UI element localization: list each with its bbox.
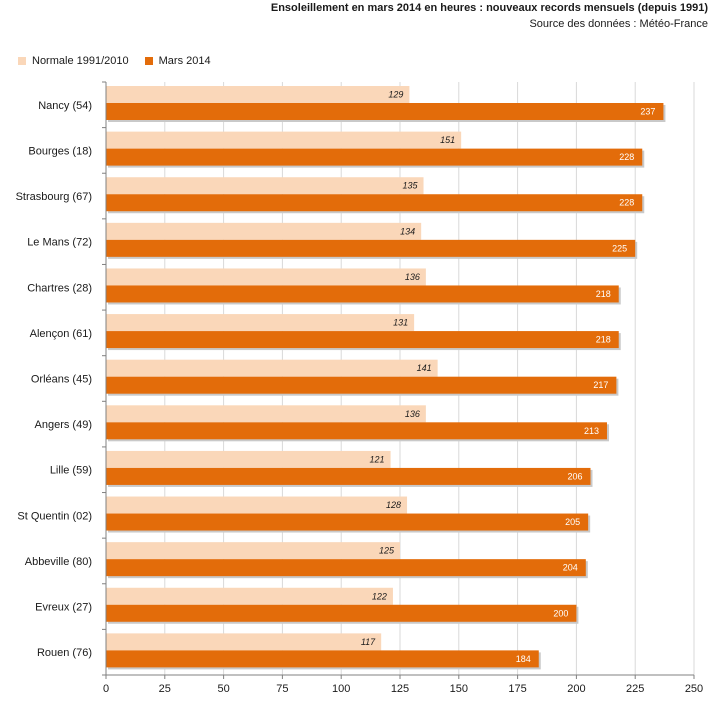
bar-normale xyxy=(106,587,393,605)
value-label-mars-2014: 184 xyxy=(516,654,531,664)
value-label-mars-2014: 218 xyxy=(596,289,611,299)
chart-subtitle: Source des données : Météo-France xyxy=(529,18,708,30)
bar-mars-2014 xyxy=(106,148,643,166)
x-tick-label: 125 xyxy=(391,683,409,695)
category-label: Abbeville (80) xyxy=(25,556,92,568)
legend-label-normale: Normale 1991/2010 xyxy=(32,55,129,67)
x-tick-label: 175 xyxy=(508,683,526,695)
bar-normale xyxy=(106,633,382,651)
bar-normale xyxy=(106,86,410,103)
chart-title: Ensoleillement en mars 2014 en heures : … xyxy=(270,2,708,14)
value-label-mars-2014: 237 xyxy=(640,107,655,117)
category-label: Orléans (45) xyxy=(31,374,92,386)
bar-normale xyxy=(106,496,408,514)
x-tick-label: 250 xyxy=(685,683,703,695)
bar-mars-2014 xyxy=(106,376,617,394)
value-label-normale: 121 xyxy=(370,454,385,464)
value-label-normale: 134 xyxy=(400,226,415,236)
value-label-mars-2014: 217 xyxy=(593,380,608,390)
bar-normale xyxy=(106,268,426,286)
bar-normale xyxy=(106,131,462,149)
bar-normale xyxy=(106,177,424,195)
value-label-mars-2014: 206 xyxy=(567,471,582,481)
value-label-mars-2014: 200 xyxy=(553,608,568,618)
category-label: Nancy (54) xyxy=(38,100,92,112)
bar-normale xyxy=(106,359,438,377)
x-tick-label: 225 xyxy=(626,683,644,695)
value-label-normale: 141 xyxy=(417,363,432,373)
value-label-normale: 128 xyxy=(386,500,401,510)
legend-label-mars-2014: Mars 2014 xyxy=(158,55,211,67)
bar-mars-2014 xyxy=(106,103,664,120)
value-label-mars-2014: 218 xyxy=(596,335,611,345)
category-label: St Quentin (02) xyxy=(17,510,92,522)
bar-mars-2014 xyxy=(106,467,591,485)
category-label: Le Mans (72) xyxy=(27,237,92,249)
value-label-normale: 117 xyxy=(361,637,376,647)
value-label-mars-2014: 204 xyxy=(563,563,578,573)
category-label: Lille (59) xyxy=(50,465,92,477)
category-label: Alençon (61) xyxy=(30,328,92,340)
legend: Normale 1991/2010 Mars 2014 xyxy=(18,55,227,67)
bar-mars-2014 xyxy=(106,422,607,440)
x-tick-label: 200 xyxy=(567,683,585,695)
category-label: Bourges (18) xyxy=(28,145,92,157)
x-tick-label: 75 xyxy=(276,683,288,695)
category-label: Angers (49) xyxy=(35,419,92,431)
value-label-normale: 129 xyxy=(388,90,403,100)
bar-mars-2014 xyxy=(106,604,577,622)
legend-swatch-mars-2014 xyxy=(144,57,153,65)
value-label-normale: 122 xyxy=(372,591,387,601)
bar-mars-2014 xyxy=(106,513,589,531)
bar-mars-2014 xyxy=(106,239,636,257)
category-label: Strasbourg (67) xyxy=(16,191,92,203)
x-tick-label: 25 xyxy=(159,683,171,695)
x-tick-label: 150 xyxy=(450,683,468,695)
x-tick-label: 50 xyxy=(217,683,229,695)
bar-normale xyxy=(106,542,400,560)
legend-item-normale: Normale 1991/2010 xyxy=(18,55,129,67)
value-label-normale: 136 xyxy=(405,409,420,419)
legend-swatch-normale xyxy=(18,57,26,65)
value-label-normale: 131 xyxy=(393,318,408,328)
value-label-mars-2014: 205 xyxy=(565,517,580,527)
bar-normale xyxy=(106,405,426,423)
value-label-mars-2014: 225 xyxy=(612,243,627,253)
value-label-normale: 136 xyxy=(405,272,420,282)
legend-item-mars-2014: Mars 2014 xyxy=(144,55,211,67)
x-tick-label: 0 xyxy=(103,683,109,695)
x-tick-label: 100 xyxy=(332,683,350,695)
bar-normale xyxy=(106,314,415,332)
bar-mars-2014 xyxy=(106,285,619,303)
value-label-normale: 125 xyxy=(379,546,395,556)
bar-normale xyxy=(106,450,391,468)
value-label-normale: 135 xyxy=(402,181,418,191)
bar-mars-2014 xyxy=(106,194,643,212)
bar-normale xyxy=(106,222,422,240)
bar-mars-2014 xyxy=(106,650,539,668)
value-label-normale: 151 xyxy=(440,135,455,145)
category-label: Chartres (28) xyxy=(27,282,92,294)
category-label: Evreux (27) xyxy=(35,602,92,614)
category-label: Rouen (76) xyxy=(37,647,92,659)
value-label-mars-2014: 228 xyxy=(619,152,634,162)
bar-mars-2014 xyxy=(106,331,619,349)
bar-mars-2014 xyxy=(106,559,586,577)
value-label-mars-2014: 228 xyxy=(619,198,634,208)
value-label-mars-2014: 213 xyxy=(584,426,599,436)
